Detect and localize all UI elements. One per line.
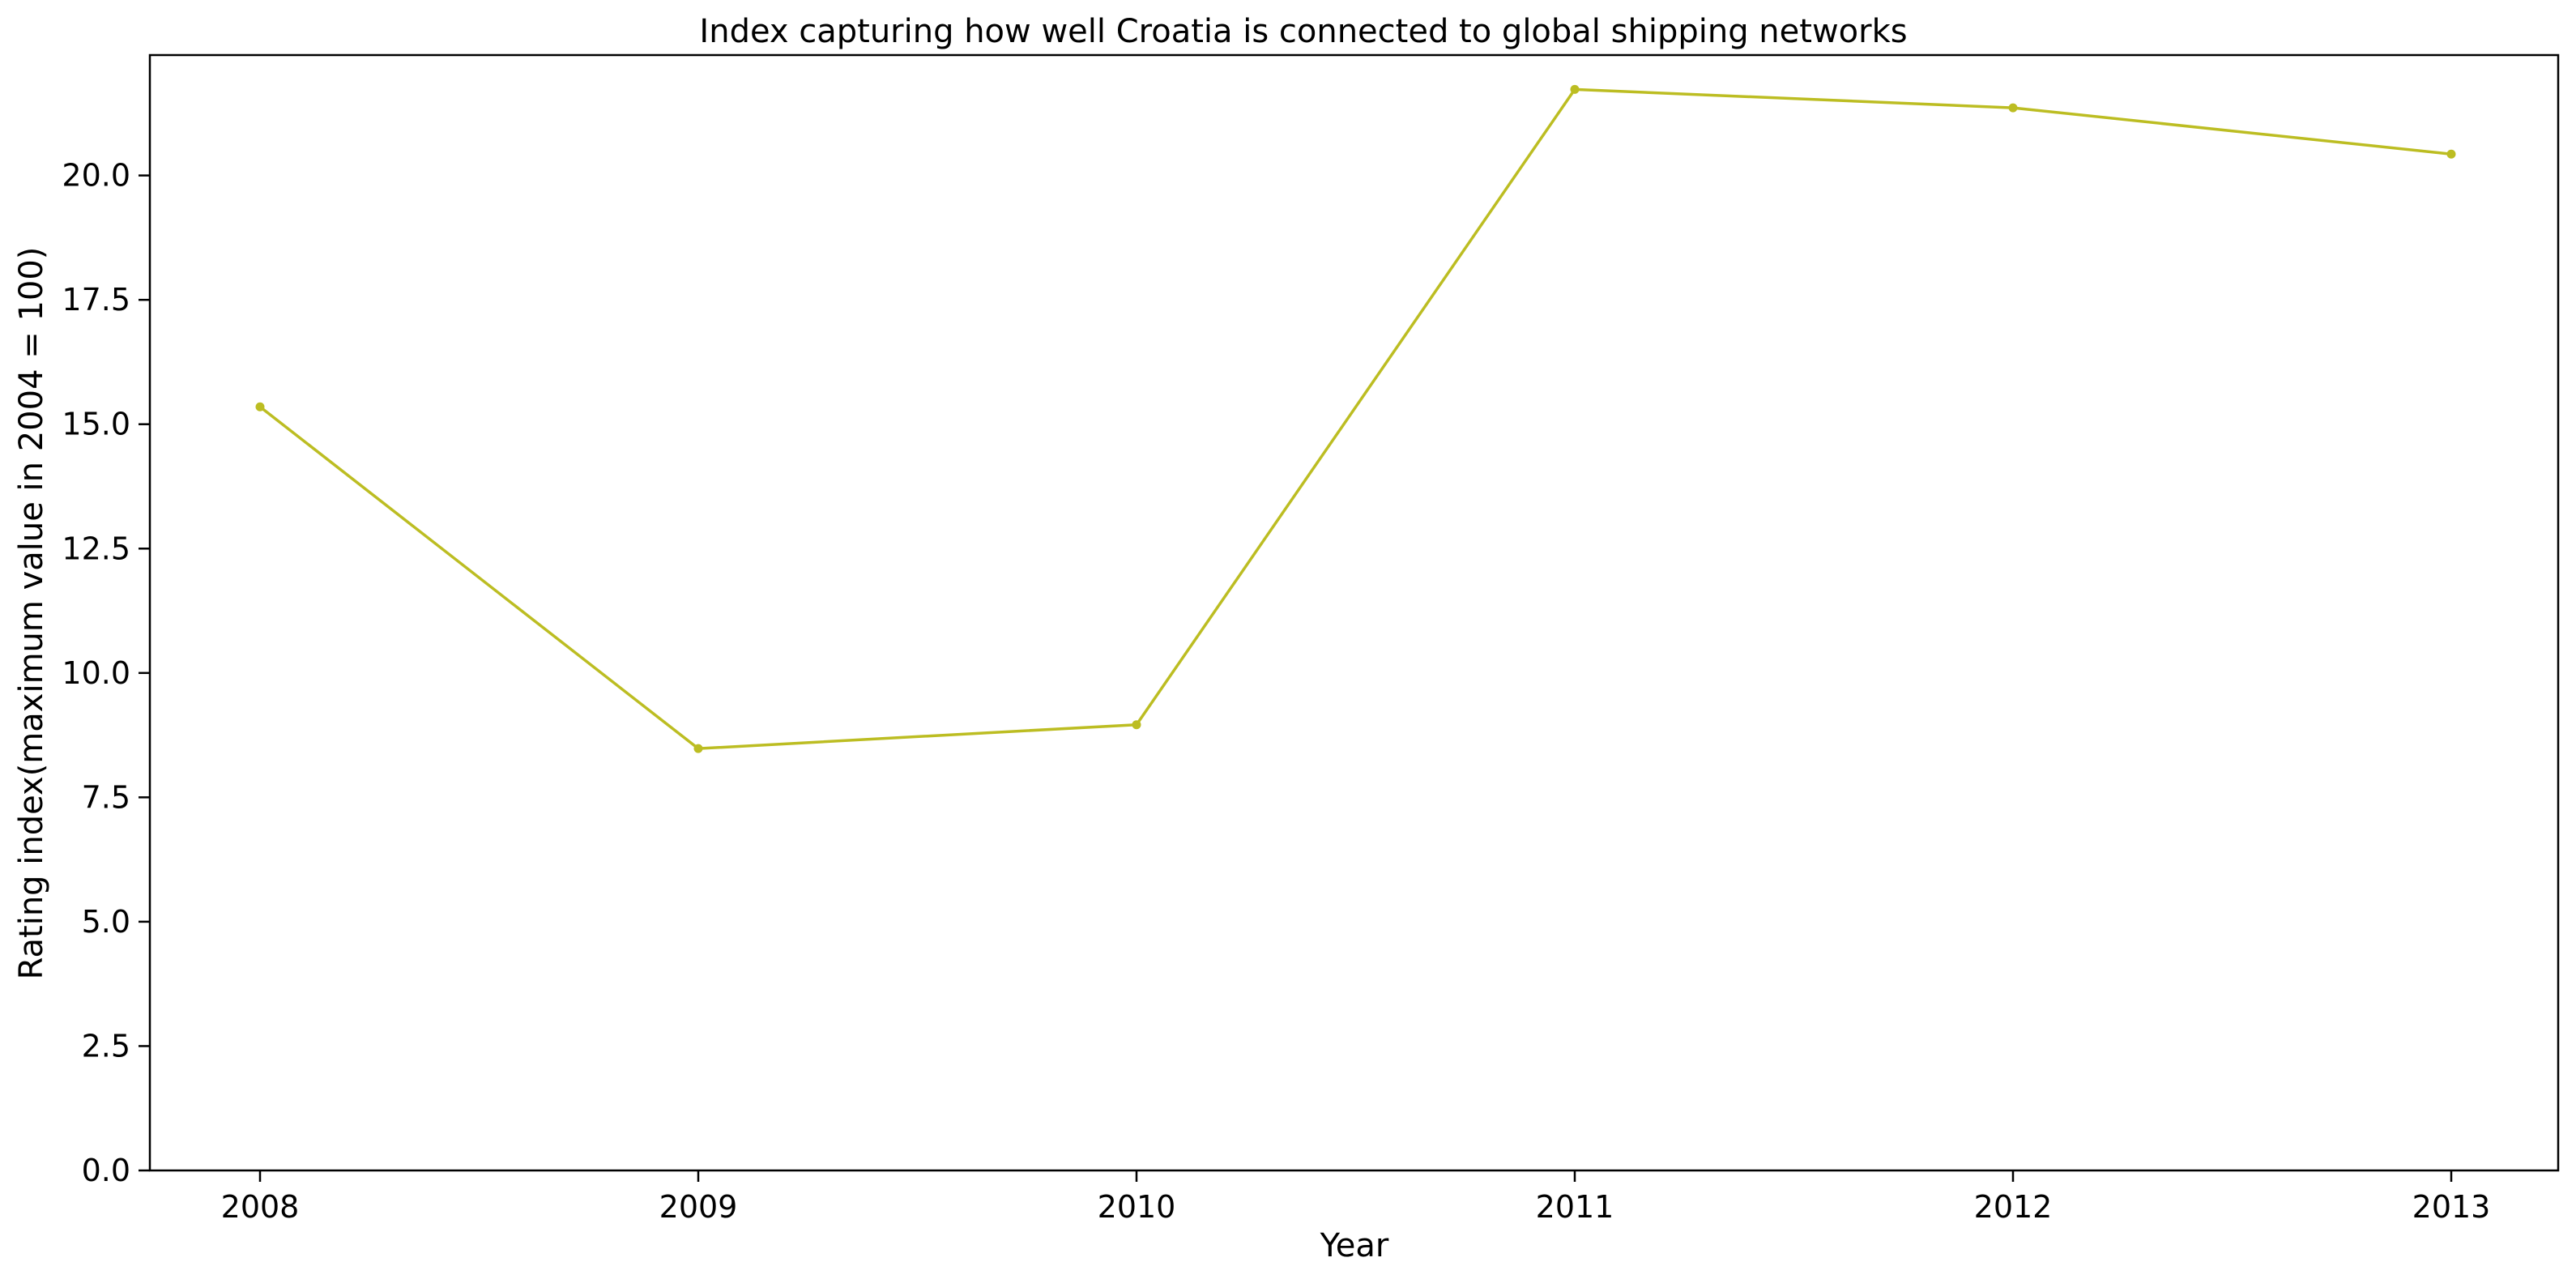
y-tick-label: 15.0	[62, 407, 130, 442]
x-axis-label: Year	[1320, 1227, 1389, 1264]
y-tick-label: 2.5	[82, 1028, 130, 1064]
data-point	[255, 402, 265, 411]
y-tick-label: 0.0	[82, 1153, 130, 1188]
series-layer	[255, 84, 2456, 753]
x-tick-label: 2010	[1098, 1189, 1176, 1225]
y-tick-label: 10.0	[62, 655, 130, 691]
x-axis: 2008 2009 2010 2011 2012 2013	[221, 1170, 2491, 1225]
data-point	[693, 744, 703, 753]
x-tick-label: 2011	[1536, 1189, 1614, 1225]
y-axis-label: Rating index(maximum value in 2004 = 100…	[13, 247, 50, 980]
data-point	[1132, 720, 1141, 730]
y-axis: 0.0 2.5 5.0 7.5 10.0 12.5 15.0 17.5 20.0	[62, 158, 150, 1188]
data-point	[2008, 103, 2018, 113]
data-point	[1570, 84, 1580, 94]
y-tick-label: 12.5	[62, 531, 130, 566]
series-line	[258, 87, 2452, 750]
plot-area-frame	[148, 53, 2560, 1172]
x-tick-label: 2012	[1974, 1189, 2053, 1225]
x-tick-label: 2009	[659, 1189, 738, 1225]
y-tick-label: 5.0	[82, 904, 130, 940]
x-tick-label: 2008	[221, 1189, 300, 1225]
y-tick-label: 17.5	[62, 282, 130, 318]
x-tick-label: 2013	[2412, 1189, 2491, 1225]
y-tick-label: 7.5	[82, 779, 130, 815]
data-point	[2446, 149, 2456, 159]
chart-title: Index capturing how well Croatia is conn…	[699, 13, 1907, 50]
y-tick-label: 20.0	[62, 158, 130, 194]
